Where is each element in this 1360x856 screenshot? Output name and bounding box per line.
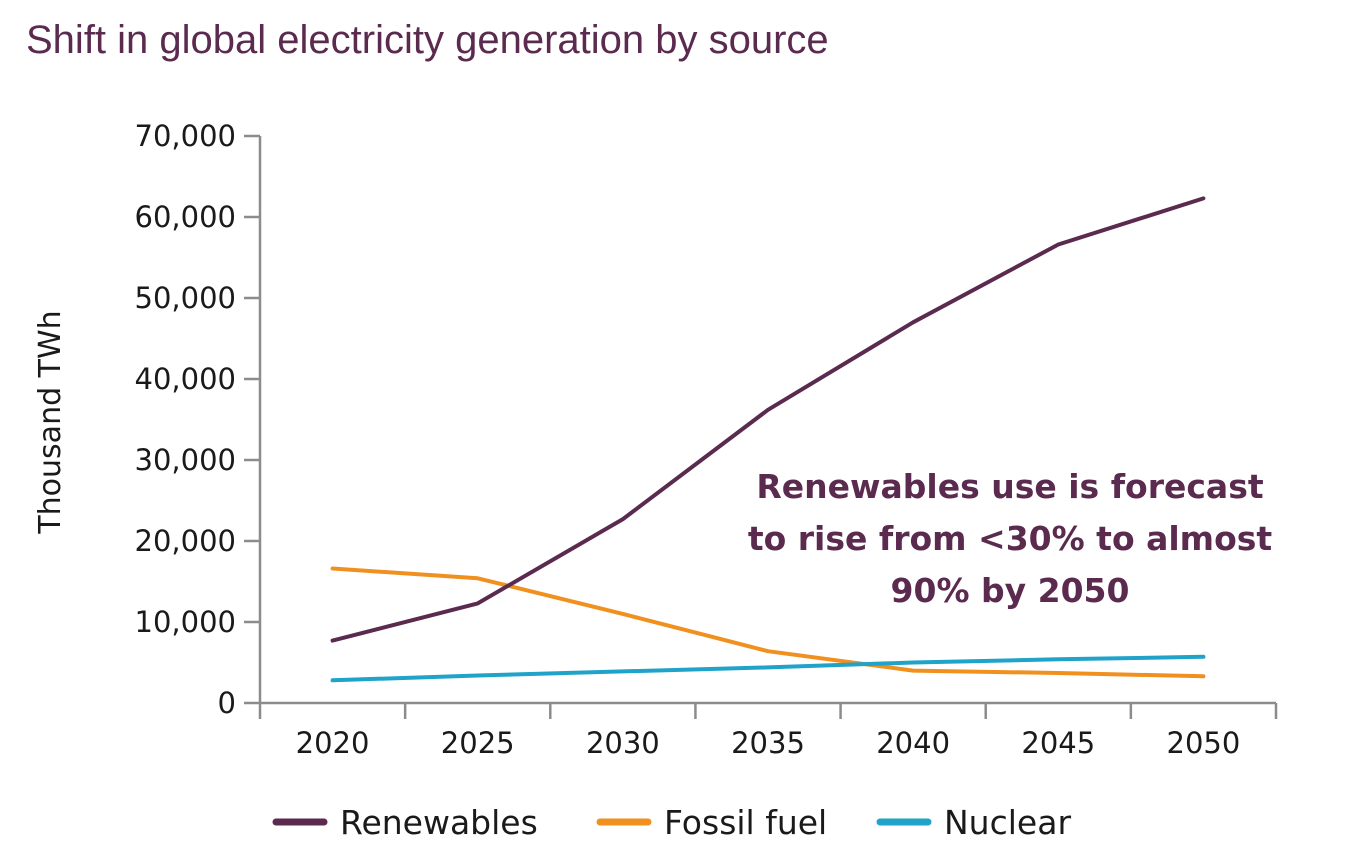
legend-label: Renewables [340, 803, 538, 842]
series-line-renewables [330, 196, 1206, 643]
legend-item-renewables: Renewables [272, 803, 538, 842]
y-tick-label: 50,000 [135, 281, 236, 315]
y-tick-label: 60,000 [135, 200, 236, 234]
y-tick-label: 70,000 [135, 119, 236, 153]
x-axis: 2020 2025 2030 2035 2040 2045 2050 [258, 701, 1278, 760]
annotation-line: to rise from <30% to almost [748, 519, 1273, 558]
legend-item-fossil-fuel: Fossil fuel [596, 803, 827, 842]
x-tick-label: 2030 [586, 726, 660, 760]
y-axis: 0 10,000 20,000 30,000 40,000 50,000 60,000 70,… [135, 119, 262, 720]
chart-title: Shift in global electricity generation b… [26, 18, 829, 62]
x-tick-label: 2035 [731, 726, 805, 760]
y-tick-label: 20,000 [135, 524, 236, 558]
x-tick-label: 2050 [1167, 726, 1241, 760]
y-tick-label: 10,000 [135, 605, 236, 639]
y-axis-title: Thousand TWh [33, 310, 68, 534]
series-line-nuclear [330, 654, 1206, 683]
y-tick-label: 0 [218, 686, 236, 720]
legend-label: Nuclear [944, 803, 1071, 842]
y-tick-label: 40,000 [135, 362, 236, 396]
annotation: Renewables use is forecast to rise from <… [748, 467, 1273, 610]
legend: Renewables Fossil fuel Nuclear [272, 803, 1071, 842]
series-lines [330, 196, 1206, 683]
legend-item-nuclear: Nuclear [876, 803, 1071, 842]
series-line-fossil-fuel [330, 566, 1206, 679]
x-tick-label: 2020 [296, 726, 370, 760]
x-tick-label: 2025 [441, 726, 515, 760]
x-tick-label: 2040 [876, 726, 950, 760]
annotation-line: Renewables use is forecast [756, 467, 1263, 506]
x-tick-label: 2045 [1021, 726, 1095, 760]
annotation-line: 90% by 2050 [891, 571, 1130, 610]
legend-label: Fossil fuel [664, 803, 827, 842]
y-tick-label: 30,000 [135, 443, 236, 477]
